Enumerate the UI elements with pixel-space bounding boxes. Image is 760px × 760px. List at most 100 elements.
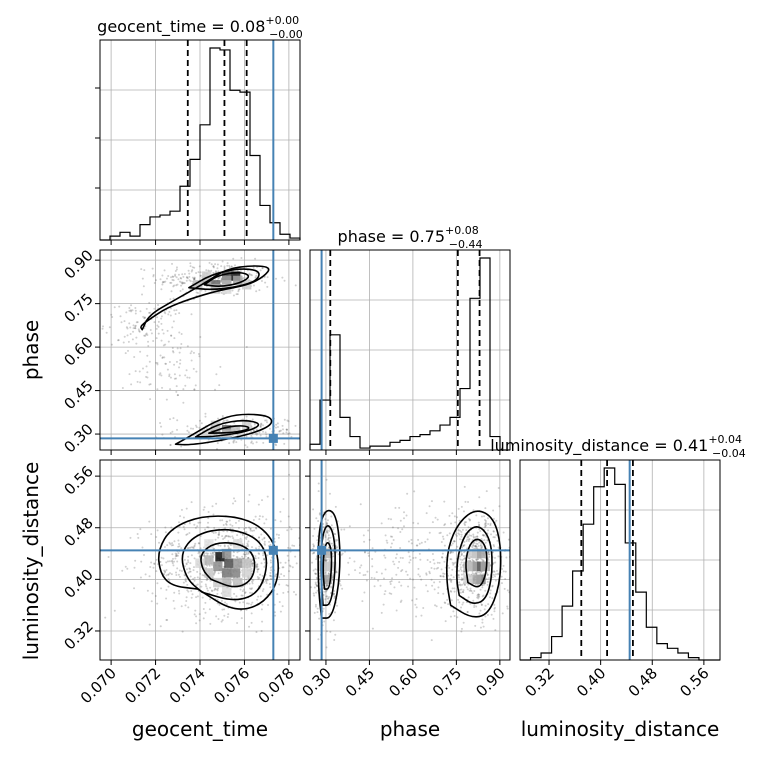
- sample-point: [261, 589, 264, 592]
- sample-point: [363, 540, 366, 543]
- sample-point: [141, 293, 144, 296]
- sample-point: [153, 321, 156, 324]
- geocent-time-xtick-label: 0.072: [121, 664, 164, 707]
- sample-point: [185, 369, 188, 372]
- sample-point: [161, 283, 164, 286]
- sample-point: [212, 265, 215, 268]
- sample-point: [316, 589, 319, 592]
- sample-point: [222, 523, 225, 526]
- sample-point: [166, 618, 169, 621]
- geocent-time-xtick-label: 0.078: [255, 664, 298, 707]
- sample-point: [497, 487, 500, 490]
- sample-point: [353, 560, 356, 563]
- sample-point: [192, 351, 195, 354]
- histogram-bar: [667, 648, 678, 660]
- sample-point: [257, 595, 260, 598]
- sample-point: [182, 581, 185, 584]
- sample-point: [489, 522, 492, 525]
- sample-point: [482, 594, 485, 597]
- sample-point: [186, 547, 189, 550]
- sample-point: [175, 276, 178, 279]
- sample-point: [466, 611, 469, 614]
- sample-point: [110, 313, 113, 316]
- sample-point: [323, 620, 326, 623]
- sample-point: [492, 536, 495, 539]
- sample-point: [224, 534, 227, 537]
- sample-point: [253, 529, 256, 532]
- sample-point: [330, 524, 333, 527]
- density-cell: [221, 577, 232, 588]
- density-cell: [241, 568, 252, 578]
- sample-point: [245, 538, 248, 541]
- sample-point: [138, 370, 141, 373]
- sample-point: [186, 533, 189, 536]
- sample-point: [254, 547, 257, 550]
- sample-point: [314, 605, 317, 608]
- sample-point: [242, 276, 245, 279]
- sample-point: [146, 376, 149, 379]
- sample-point: [377, 579, 380, 582]
- sample-point: [469, 589, 472, 592]
- sample-point: [273, 611, 276, 614]
- sample-point: [315, 558, 318, 561]
- sample-point: [325, 584, 328, 587]
- sample-point: [477, 593, 480, 596]
- sample-point: [246, 542, 249, 545]
- sample-point: [422, 607, 425, 610]
- sample-point: [426, 558, 429, 561]
- sample-point: [328, 558, 331, 561]
- sample-point: [417, 538, 420, 541]
- sample-point: [463, 521, 466, 524]
- sample-point: [373, 577, 376, 580]
- sample-point: [328, 492, 331, 495]
- sample-point: [341, 552, 344, 555]
- sample-point: [167, 573, 170, 576]
- sample-point: [194, 384, 197, 387]
- sample-point: [228, 266, 231, 269]
- sample-point: [248, 493, 251, 496]
- sample-point: [433, 581, 436, 584]
- sample-point: [317, 638, 320, 641]
- sample-point: [185, 533, 188, 536]
- sample-point: [479, 609, 482, 612]
- sample-point: [259, 426, 262, 429]
- sample-point: [232, 257, 235, 260]
- sample-point: [245, 551, 248, 554]
- sample-point: [189, 262, 192, 265]
- sample-point: [463, 543, 466, 546]
- sample-point: [334, 533, 337, 536]
- sample-point: [477, 558, 480, 561]
- sample-point: [414, 603, 417, 606]
- sample-point: [183, 574, 186, 577]
- sample-point: [348, 525, 351, 528]
- sample-point: [197, 271, 200, 274]
- sample-point: [391, 535, 394, 538]
- contour-line: [174, 413, 273, 446]
- sample-point: [459, 529, 462, 532]
- sample-point: [466, 588, 469, 591]
- sample-point: [255, 433, 258, 436]
- sample-point: [269, 543, 272, 546]
- sample-point: [511, 583, 513, 585]
- sample-point: [315, 517, 318, 520]
- sample-point: [251, 565, 254, 568]
- sample-point: [488, 577, 491, 580]
- histogram-bar: [270, 223, 280, 240]
- sample-point: [277, 534, 280, 537]
- sample-point: [473, 573, 476, 576]
- sample-point: [216, 598, 219, 601]
- sample-point: [192, 547, 195, 550]
- sample-point: [170, 334, 173, 337]
- sample-point: [172, 544, 175, 547]
- sample-point: [265, 518, 268, 521]
- sample-point: [129, 309, 132, 312]
- sample-point: [161, 281, 164, 284]
- sample-point: [222, 565, 225, 568]
- sample-point: [186, 429, 189, 432]
- sample-point: [220, 620, 223, 623]
- sample-point: [289, 547, 292, 550]
- sample-point: [207, 517, 210, 520]
- sample-point: [330, 515, 333, 518]
- sample-point: [472, 535, 475, 538]
- sample-point: [472, 542, 475, 545]
